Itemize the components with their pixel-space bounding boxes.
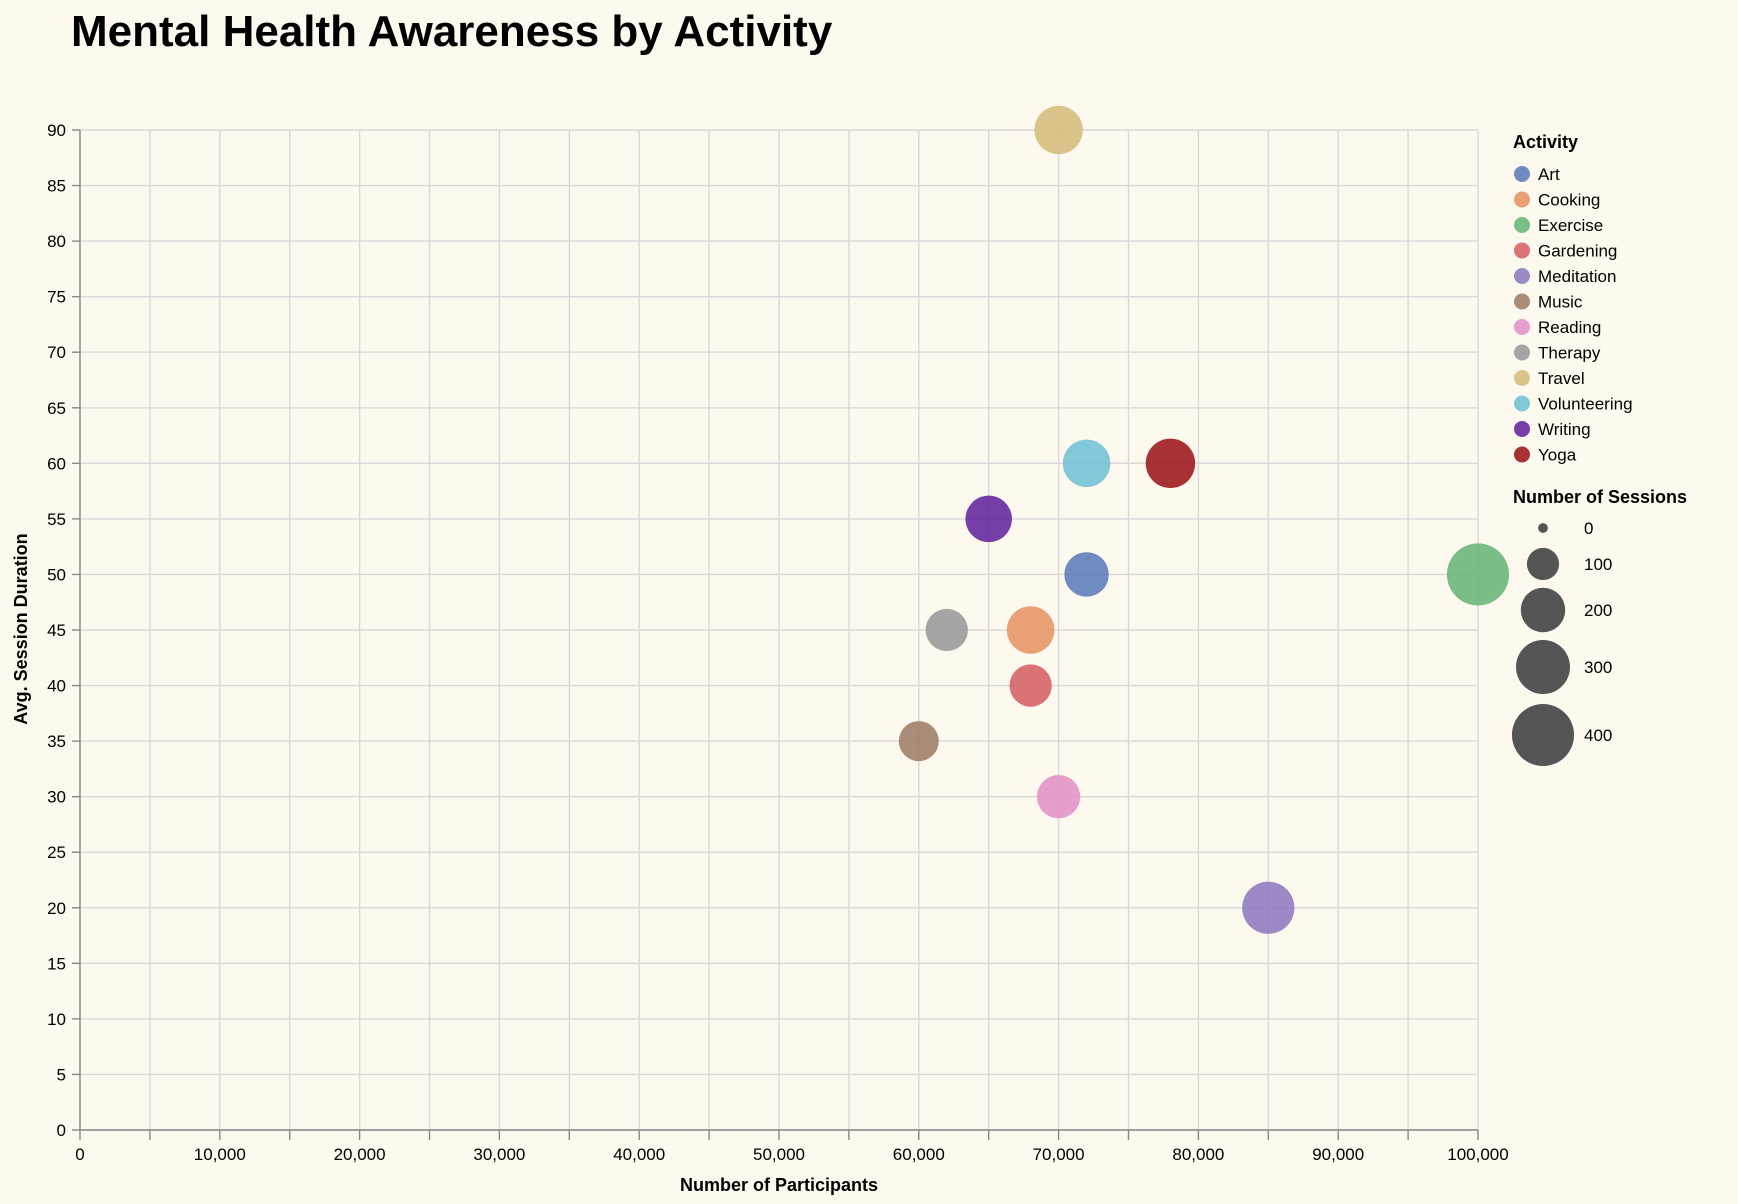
legend-label: Music	[1538, 293, 1583, 312]
legend-swatch	[1514, 293, 1530, 310]
y-tick-label: 60	[47, 454, 66, 473]
x-tick-label: 80,000	[1172, 1145, 1224, 1164]
y-tick-label: 50	[47, 565, 66, 584]
legend-label: Reading	[1538, 318, 1601, 337]
legend-label: Exercise	[1538, 216, 1603, 235]
data-point-volunteering	[1062, 439, 1111, 488]
size-legend-label: 400	[1584, 726, 1612, 745]
data-point-writing	[965, 495, 1012, 543]
y-tick-label: 10	[47, 1010, 66, 1029]
legend-label: Meditation	[1538, 267, 1616, 286]
data-point-music	[898, 721, 939, 762]
y-tick-label: 70	[47, 343, 66, 362]
color-legend-title: Activity	[1513, 132, 1578, 152]
legend-label: Volunteering	[1538, 395, 1633, 414]
x-tick-label: 60,000	[893, 1145, 945, 1164]
x-tick-label: 70,000	[1033, 1145, 1085, 1164]
y-tick-label: 75	[47, 288, 66, 307]
x-tick-label: 30,000	[473, 1145, 525, 1164]
legend-swatch	[1514, 446, 1530, 463]
legend-label: Yoga	[1538, 446, 1577, 465]
size-legend-circle	[1538, 523, 1548, 533]
legend-swatch	[1514, 268, 1530, 284]
legend-swatch	[1514, 421, 1530, 437]
y-axis-title: Avg. Session Duration	[11, 533, 31, 724]
y-tick-label: 85	[47, 177, 66, 196]
data-point-yoga	[1145, 438, 1196, 489]
data-point-gardening	[1009, 664, 1052, 707]
y-tick-label: 90	[47, 121, 66, 140]
x-axis-title: Number of Participants	[680, 1175, 878, 1195]
legend-swatch	[1514, 344, 1530, 361]
y-tick-label: 15	[47, 954, 66, 973]
y-tick-label: 25	[47, 843, 66, 862]
y-tick-label: 30	[47, 788, 66, 807]
legend-swatch	[1514, 217, 1530, 233]
y-tick-label: 0	[57, 1121, 66, 1140]
y-tick-label: 20	[47, 899, 66, 918]
y-tick-label: 40	[47, 677, 66, 696]
x-tick-label: 50,000	[753, 1145, 805, 1164]
legend-label: Gardening	[1538, 242, 1617, 261]
y-tick-label: 55	[47, 510, 66, 529]
x-tick-label: 10,000	[194, 1145, 246, 1164]
legend-swatch	[1514, 395, 1530, 412]
axes: 0 5 10 15 20 25 30 35 40 45 50 55 60 65 70 75 80 85 90 0 10,…	[47, 121, 1509, 1164]
y-tick-label: 45	[47, 621, 66, 640]
y-tick-label: 5	[57, 1065, 66, 1084]
size-legend-label: 100	[1584, 555, 1612, 574]
data-point-therapy	[925, 608, 968, 652]
y-tick-label: 35	[47, 732, 66, 751]
y-tick-label: 80	[47, 232, 66, 251]
y-tick-label: 65	[47, 399, 66, 418]
size-legend-label: 300	[1584, 658, 1612, 677]
legend-swatch	[1514, 166, 1530, 182]
size-legend-circle	[1516, 640, 1570, 694]
legend-swatch	[1514, 242, 1530, 259]
size-legend-label: 200	[1584, 601, 1612, 620]
x-tick-label: 40,000	[613, 1145, 665, 1164]
data-point-exercise	[1446, 543, 1510, 606]
data-point-art	[1064, 552, 1109, 597]
size-legend-label: 0	[1584, 519, 1593, 538]
x-tick-label: 0	[75, 1145, 84, 1164]
x-tick-label: 100,000	[1447, 1145, 1508, 1164]
x-tick-label: 20,000	[334, 1145, 386, 1164]
legend: Activity Art Cooking Exercise Gardening Medit…	[1511, 132, 1687, 767]
grid	[79, 129, 1479, 1131]
size-legend-circle	[1520, 587, 1566, 633]
chart-title: Mental Health Awareness by Activity	[71, 7, 833, 56]
data-point-reading	[1036, 774, 1081, 819]
size-legend-circle	[1526, 547, 1560, 581]
legend-swatch	[1514, 319, 1530, 335]
legend-label: Art	[1538, 165, 1560, 184]
data-points	[898, 105, 1510, 934]
legend-swatch	[1514, 191, 1530, 208]
data-point-meditation	[1242, 881, 1295, 934]
legend-label: Cooking	[1538, 191, 1600, 210]
legend-label: Travel	[1538, 369, 1585, 388]
data-point-cooking	[1006, 606, 1055, 654]
legend-swatch	[1514, 370, 1530, 386]
size-legend-title: Number of Sessions	[1513, 487, 1687, 507]
legend-label: Writing	[1538, 420, 1591, 439]
data-point-travel	[1034, 105, 1083, 155]
legend-label: Therapy	[1538, 344, 1601, 363]
x-tick-label: 90,000	[1312, 1145, 1364, 1164]
size-legend-circle	[1511, 703, 1575, 767]
